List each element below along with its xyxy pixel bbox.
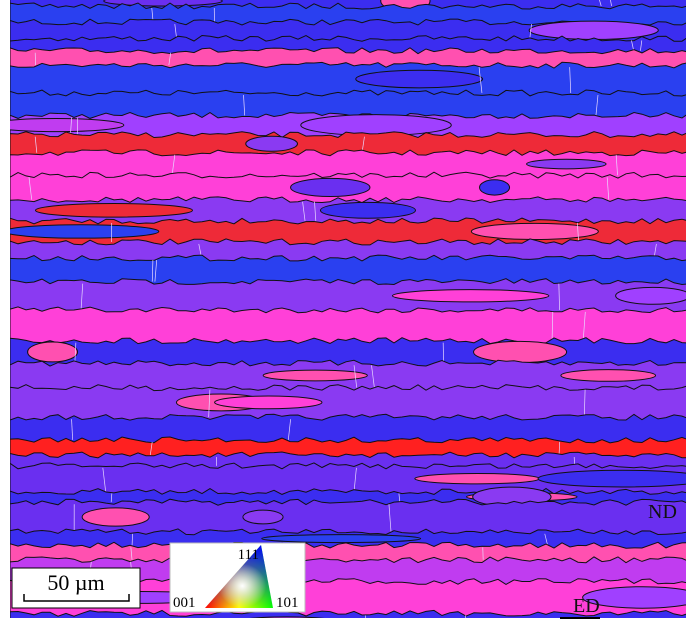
grain bbox=[480, 180, 510, 195]
grain bbox=[529, 21, 658, 39]
grain bbox=[415, 473, 540, 483]
grain bbox=[616, 287, 689, 304]
grain bbox=[246, 136, 298, 151]
grain bbox=[320, 202, 415, 218]
grain bbox=[262, 535, 421, 543]
grain bbox=[471, 223, 598, 239]
legend-left-label: 001 bbox=[173, 595, 196, 611]
grain bbox=[561, 370, 656, 382]
grain bbox=[4, 225, 159, 238]
grain bbox=[301, 115, 451, 136]
nd-label: ND bbox=[648, 501, 677, 523]
grain-bands bbox=[0, 0, 689, 621]
grain bbox=[82, 508, 149, 526]
grain bbox=[35, 203, 192, 217]
ipf-legend: 111 001 101 bbox=[170, 543, 305, 612]
orientation-map: 50 µm 111 001 101 ND ED bbox=[0, 0, 689, 621]
grain bbox=[527, 159, 606, 169]
grain bbox=[215, 396, 322, 409]
grain bbox=[538, 470, 689, 487]
ebsd-figure: 50 µm 111 001 101 ND ED bbox=[0, 0, 689, 621]
legend-right-label: 101 bbox=[276, 595, 299, 611]
legend-top-label: 111 bbox=[238, 547, 259, 563]
grain bbox=[392, 290, 548, 302]
grain bbox=[263, 370, 367, 381]
grain bbox=[0, 119, 124, 132]
ed-label: ED bbox=[573, 595, 600, 617]
grain bbox=[356, 70, 483, 88]
grain bbox=[291, 178, 370, 196]
scale-bar: 50 µm bbox=[12, 568, 140, 608]
grain bbox=[474, 341, 567, 362]
grain bbox=[28, 342, 78, 362]
grain bbox=[243, 510, 283, 524]
scale-label: 50 µm bbox=[47, 570, 104, 595]
